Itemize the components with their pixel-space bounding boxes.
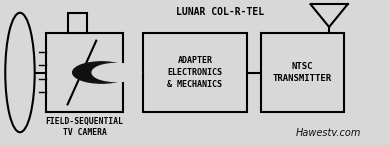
FancyBboxPatch shape	[67, 13, 87, 33]
Text: NTSC
TRANSMITTER: NTSC TRANSMITTER	[273, 62, 332, 83]
Circle shape	[92, 63, 142, 82]
Text: FIELD-SEQUENTIAL
TV CAMERA: FIELD-SEQUENTIAL TV CAMERA	[46, 117, 124, 137]
FancyBboxPatch shape	[46, 33, 123, 112]
Ellipse shape	[5, 13, 35, 132]
Text: Hawestv.com: Hawestv.com	[296, 128, 361, 138]
FancyBboxPatch shape	[261, 33, 344, 112]
Text: ADAPTER
ELECTRONICS
& MECHANICS: ADAPTER ELECTRONICS & MECHANICS	[167, 56, 223, 89]
Text: LUNAR COL-R-TEL: LUNAR COL-R-TEL	[176, 7, 264, 17]
Circle shape	[73, 62, 131, 83]
FancyBboxPatch shape	[143, 33, 247, 112]
